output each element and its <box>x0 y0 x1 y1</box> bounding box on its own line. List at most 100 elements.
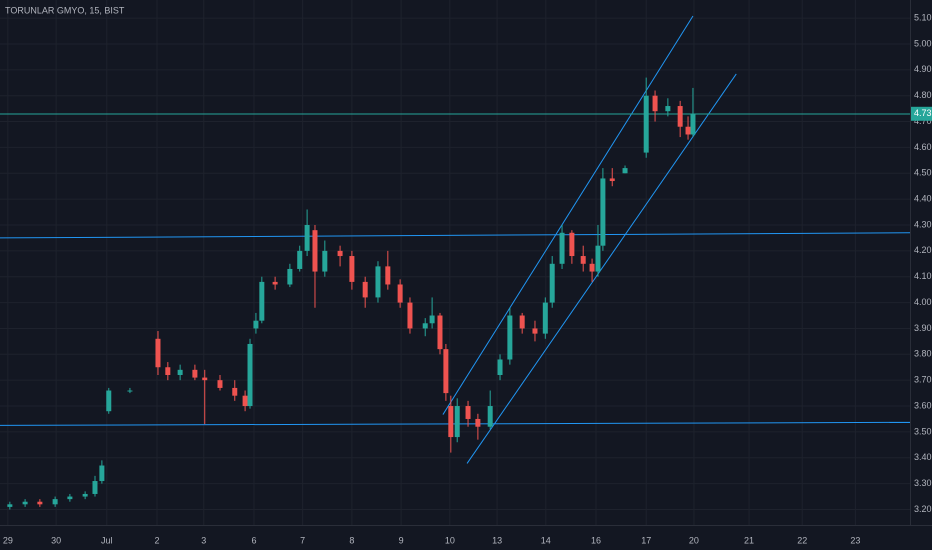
candle-body <box>397 284 403 303</box>
candle-body <box>165 367 171 375</box>
trend-line <box>466 73 737 464</box>
candle-body <box>690 113 696 135</box>
candle-body <box>92 481 98 494</box>
x-tick-label: 2 <box>154 535 159 545</box>
y-tick-label: 3.70 <box>914 375 932 385</box>
candle-body <box>589 263 595 272</box>
x-tick-label: 9 <box>399 535 404 545</box>
candle-body <box>67 496 73 500</box>
y-tick-label: 3.90 <box>914 323 932 333</box>
candle-body <box>349 256 355 282</box>
candle-body <box>312 230 318 272</box>
x-tick-label: 23 <box>850 535 860 545</box>
x-tick-label: 7 <box>300 535 305 545</box>
y-tick-label: 4.30 <box>914 219 932 229</box>
y-tick-label: 4.00 <box>914 297 932 307</box>
candle-body <box>569 232 575 257</box>
candle-body <box>52 499 58 505</box>
candle-body <box>322 250 328 272</box>
candle-body <box>422 323 428 329</box>
y-tick-label: 4.20 <box>914 245 932 255</box>
candle-body <box>542 302 548 334</box>
candle-body <box>519 315 525 329</box>
trend-line <box>0 232 911 239</box>
candle-body <box>622 168 628 174</box>
y-tick-label: 4.10 <box>914 271 932 281</box>
trend-line <box>442 15 694 415</box>
grid <box>0 0 910 525</box>
candle-body <box>362 281 368 298</box>
candle-body <box>443 349 449 394</box>
candle-body <box>259 281 265 321</box>
candle-body <box>559 232 565 264</box>
y-tick-label: 3.80 <box>914 349 932 359</box>
candle-body <box>242 395 248 407</box>
candle-body <box>487 406 493 427</box>
x-tick-label: 30 <box>51 535 61 545</box>
x-tick-label: 6 <box>251 535 256 545</box>
y-tick-label: 3.20 <box>914 504 932 514</box>
candle-body <box>677 106 683 127</box>
y-tick-label: 4.70 <box>914 116 932 126</box>
candle-body <box>532 328 538 334</box>
candle-body <box>595 245 601 272</box>
y-tick-label: 5.10 <box>914 12 932 22</box>
candle-body <box>643 95 649 153</box>
candle-body <box>407 302 413 329</box>
x-tick-label: 10 <box>445 535 455 545</box>
candle-body <box>337 250 343 257</box>
candle-body <box>37 501 43 505</box>
candle-body <box>99 465 105 482</box>
x-tick-label: 29 <box>3 535 13 545</box>
y-tick-label: 3.30 <box>914 478 932 488</box>
last-price-box <box>911 106 932 121</box>
candle-body <box>375 266 381 298</box>
x-tick-label: 3 <box>201 535 206 545</box>
candle-body <box>497 359 503 375</box>
y-tick-label: 5.00 <box>914 38 932 48</box>
last-price-label: 4.73 <box>914 108 932 118</box>
y-tick-label: 4.90 <box>914 64 932 74</box>
candle-body <box>287 268 293 285</box>
y-tick-label: 4.60 <box>914 142 932 152</box>
x-tick-label: 14 <box>541 535 551 545</box>
chart-title: TORUNLAR GMYO, 15, BIST <box>5 5 125 15</box>
candle-body <box>652 95 658 112</box>
candle-body <box>127 390 133 392</box>
x-tick-label: 13 <box>492 535 502 545</box>
x-tick-label: Jul <box>101 535 113 545</box>
x-tick-label: 16 <box>591 535 601 545</box>
axes: 3.20 3.30 3.40 3.50 3.60 3.70 3.80 3.90 4.00 4.10… <box>3 12 932 545</box>
candle-body <box>685 126 691 135</box>
candle-body <box>600 178 606 246</box>
candle-body <box>549 263 555 303</box>
candle-body <box>82 493 88 497</box>
candle-body <box>177 369 183 375</box>
candle-body <box>7 504 13 507</box>
x-tick-label: 22 <box>797 535 807 545</box>
candle-body <box>22 501 28 505</box>
y-tick-label: 3.50 <box>914 426 932 436</box>
y-tick-label: 4.50 <box>914 168 932 178</box>
candle-body <box>665 106 671 112</box>
candle-body <box>192 369 198 378</box>
candle-body <box>580 256 586 264</box>
candle-body <box>304 225 310 251</box>
candle-body <box>106 390 112 412</box>
candle-body <box>448 406 454 438</box>
x-tick-label: 17 <box>641 535 651 545</box>
y-tick-label: 3.40 <box>914 452 932 462</box>
y-tick-label: 4.80 <box>914 90 932 100</box>
candle-body <box>385 266 391 285</box>
candle-body <box>507 315 513 360</box>
candle-body <box>272 281 278 285</box>
candle-body <box>247 343 253 407</box>
candle-body <box>202 377 208 381</box>
y-tick-label: 4.40 <box>914 194 932 204</box>
x-tick-label: 8 <box>349 535 354 545</box>
candle-body <box>437 315 443 350</box>
candle-body <box>475 418 481 427</box>
